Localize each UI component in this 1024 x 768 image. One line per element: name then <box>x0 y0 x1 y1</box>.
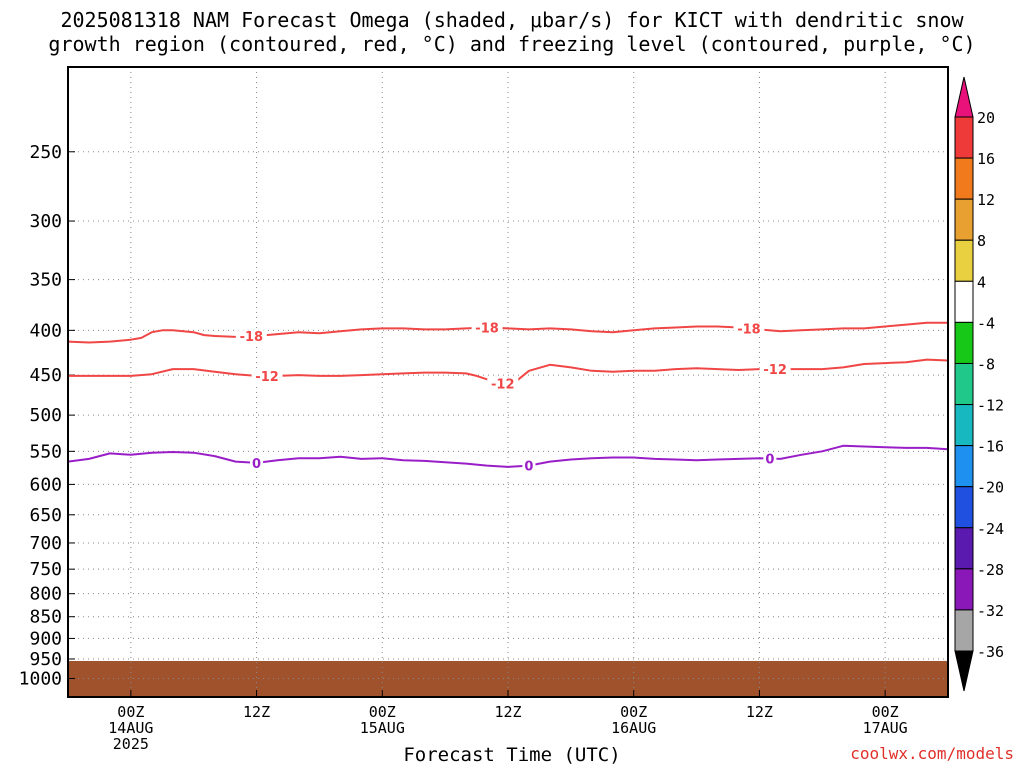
contour-label-bg <box>759 363 791 378</box>
y-tick-label: 950 <box>29 649 62 670</box>
x-tick-label: 00Z <box>369 703 396 721</box>
contour-label-bg <box>487 377 519 392</box>
colorbar-label: 12 <box>977 191 995 209</box>
colorbar-swatch <box>954 404 974 447</box>
colorbar-swatch <box>954 568 974 611</box>
colorbar-label: -12 <box>977 397 1004 415</box>
x-tick-label: 16AUG <box>611 719 656 737</box>
colorbar-swatch <box>954 362 974 406</box>
x-tick-label: 12Z <box>243 703 270 721</box>
chart-title-line-1: 2025081318 NAM Forecast Omega (shaded, μ… <box>60 8 964 32</box>
x-tick-label: 17AUG <box>863 719 908 737</box>
x-tick-label: 00Z <box>872 703 899 721</box>
colorbar-swatch <box>954 116 974 159</box>
y-tick-label: 850 <box>29 607 62 628</box>
y-tick-label: 1000 <box>19 668 62 689</box>
colorbar-label: -28 <box>977 561 1004 579</box>
colorbar-label: -20 <box>977 479 1004 497</box>
colorbar-swatch <box>954 198 974 241</box>
y-tick-label: 650 <box>29 505 62 526</box>
colorbar-label: 8 <box>977 232 986 250</box>
contour-label-bg <box>235 330 267 345</box>
contour-label-bg <box>763 452 777 467</box>
colorbar-swatch <box>954 280 974 323</box>
x-tick-label: 00Z <box>620 703 647 721</box>
colorbar-label: -8 <box>977 355 995 373</box>
colorbar-label: -36 <box>977 643 1004 661</box>
colorbar-swatch <box>954 239 974 282</box>
contour-label-bg <box>733 322 765 337</box>
colorbar-swatch <box>954 321 974 364</box>
contour-label-bg <box>522 459 536 474</box>
y-tick-label: 400 <box>29 320 62 341</box>
colorbar-swatch <box>954 609 974 652</box>
y-tick-label: 350 <box>29 270 62 291</box>
contour-line-0 <box>67 444 949 468</box>
contour-label: 0 <box>252 457 261 472</box>
contour-label: -18 <box>240 330 264 345</box>
site-credit: coolwx.com/models <box>850 744 1014 763</box>
y-tick-label: 800 <box>29 584 62 605</box>
y-tick-label: 250 <box>29 142 62 163</box>
contour-label: -12 <box>491 377 515 392</box>
x-axis-label: Forecast Time (UTC) <box>403 744 621 766</box>
contour-label: -18 <box>475 321 499 336</box>
x-tick-label: 12Z <box>746 703 773 721</box>
contour-label-bg <box>251 369 283 384</box>
colorbar-over-triangle <box>954 76 974 118</box>
x-tick-label: 2025 <box>113 735 149 753</box>
colorbar-swatch <box>954 157 974 200</box>
colorbar-label: 20 <box>977 109 995 127</box>
contour-label-bg <box>471 321 503 336</box>
colorbar-swatch <box>954 527 974 570</box>
y-tick-label: 550 <box>29 441 62 462</box>
colorbar-label: 16 <box>977 150 995 168</box>
contour-label-bg <box>250 456 264 471</box>
y-tick-label: 300 <box>29 211 62 232</box>
colorbar-swatch <box>954 486 974 529</box>
colorbar-label: 4 <box>977 273 986 291</box>
x-tick-label: 12Z <box>494 703 521 721</box>
x-tick-label: 14AUG <box>108 719 153 737</box>
y-tick-label: 750 <box>29 559 62 580</box>
contour-label: -12 <box>763 363 787 378</box>
x-tick-label: 15AUG <box>360 719 405 737</box>
contour-label: -18 <box>737 322 761 337</box>
colorbar-label: -4 <box>977 314 995 332</box>
x-tick-label: 00Z <box>117 703 144 721</box>
y-tick-label: 900 <box>29 628 62 649</box>
contour-label: -12 <box>255 370 279 385</box>
contour-label: 0 <box>765 453 774 468</box>
colorbar-label: -16 <box>977 438 1004 456</box>
colorbar-label: -32 <box>977 602 1004 620</box>
y-tick-label: 450 <box>29 365 62 386</box>
y-tick-label: 700 <box>29 533 62 554</box>
y-tick-label: 500 <box>29 405 62 426</box>
plot-frame <box>67 66 949 698</box>
colorbar-under-triangle <box>954 650 974 692</box>
y-tick-label: 600 <box>29 474 62 495</box>
chart-title-line-2: growth region (contoured, red, °C) and f… <box>48 32 976 56</box>
colorbar-swatch <box>954 445 974 488</box>
colorbar-label: -24 <box>977 520 1004 538</box>
contour-label: 0 <box>524 460 533 475</box>
